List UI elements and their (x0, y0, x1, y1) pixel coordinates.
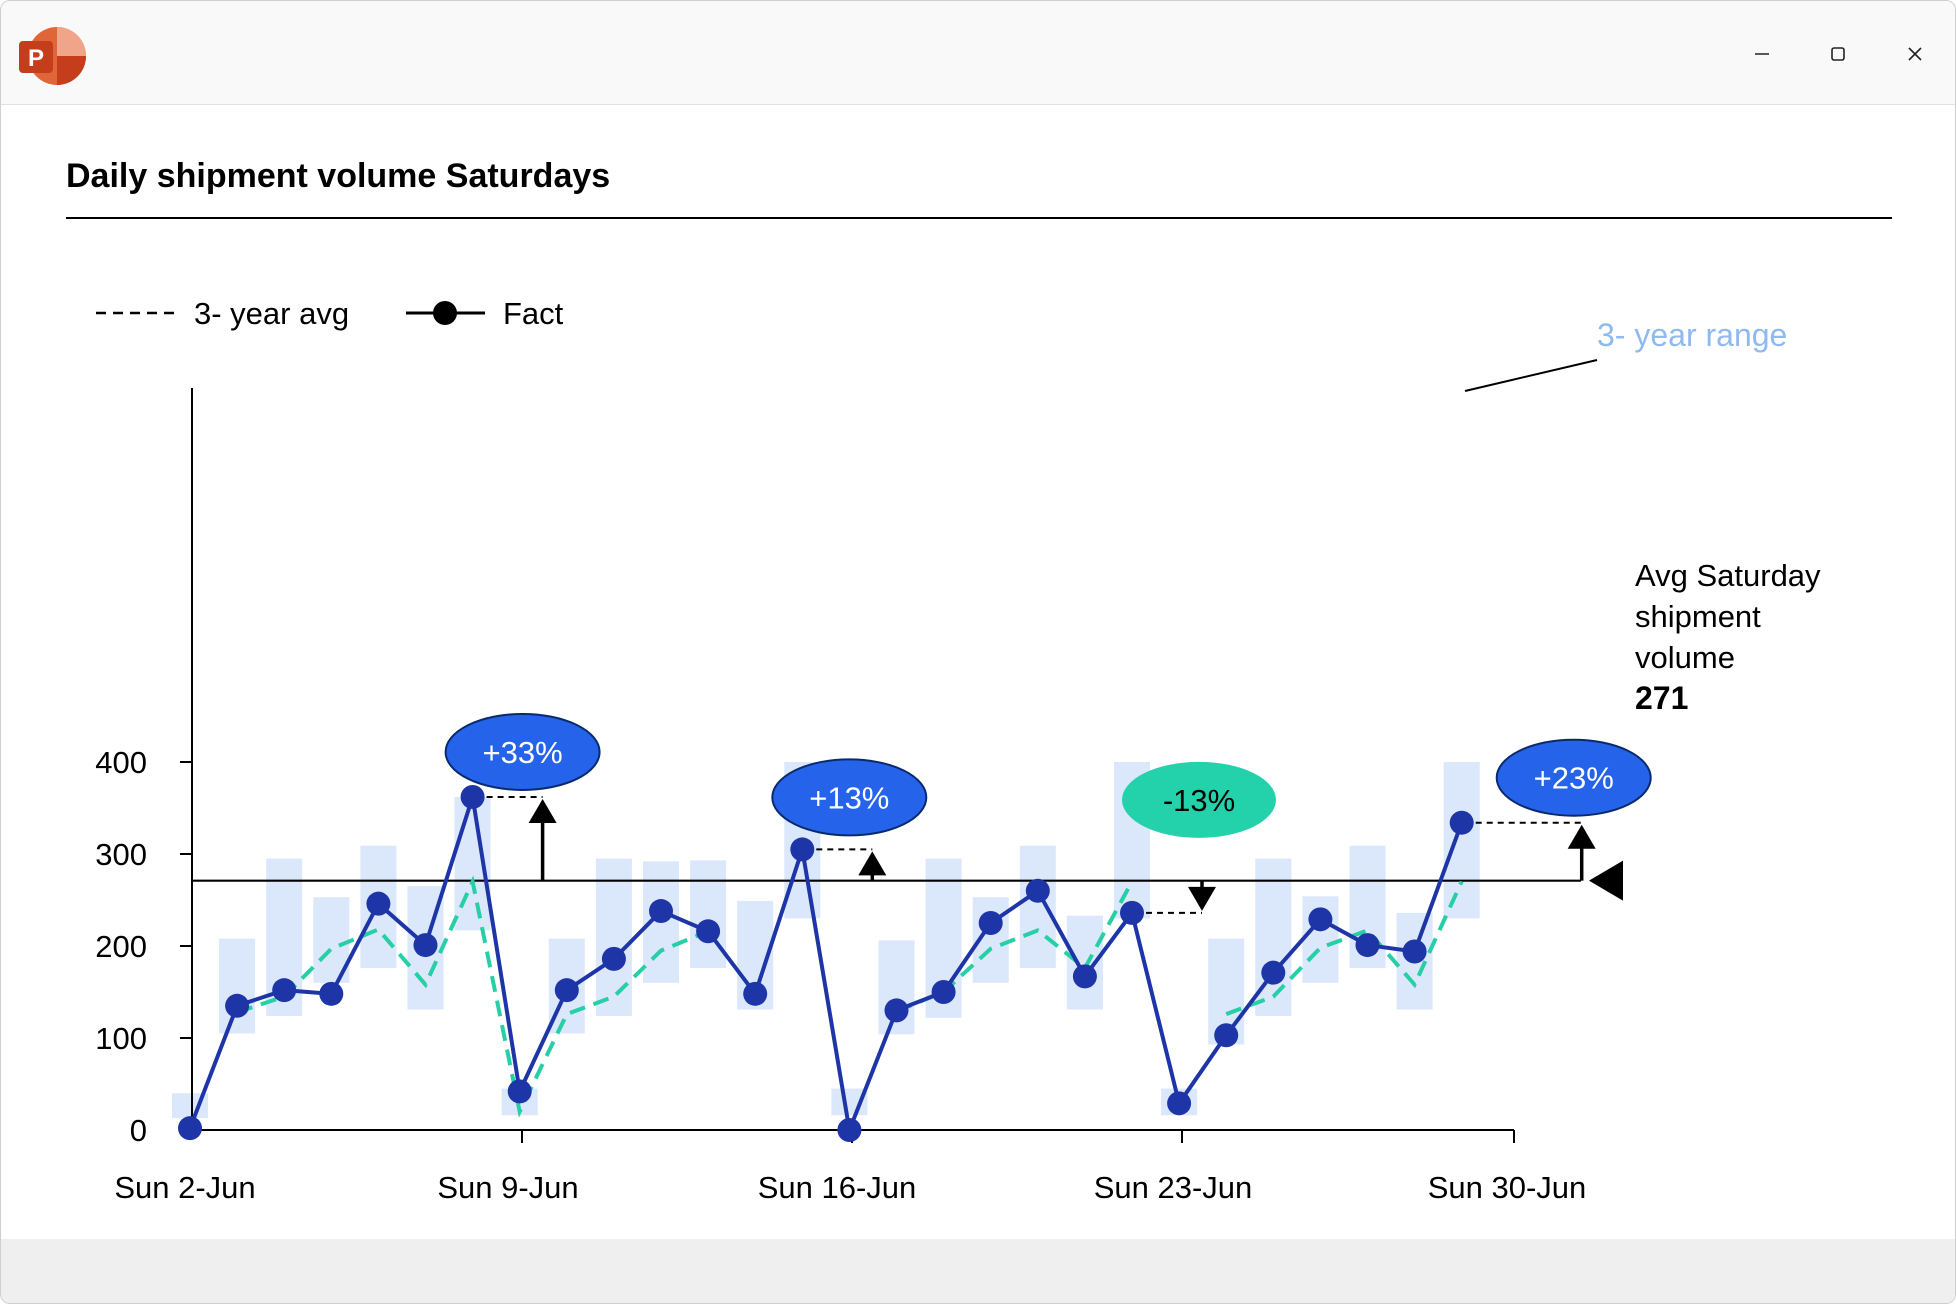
annotation: +33% (444, 712, 601, 881)
annotation-arrowhead (1188, 886, 1216, 911)
fact-points (178, 784, 1474, 1142)
reference-label-line: shipment (1635, 599, 1761, 634)
title-divider (66, 217, 1892, 219)
fact-point (884, 998, 909, 1023)
minimize-button[interactable] (1727, 23, 1797, 85)
svg-text:P: P (28, 45, 44, 72)
legend-avg-label: 3- year avg (194, 296, 349, 331)
fact-point (1308, 907, 1333, 932)
close-icon (1906, 45, 1924, 63)
annotation-bubble (1122, 761, 1276, 838)
range-bar (1443, 762, 1480, 919)
fact-point (413, 933, 438, 958)
annotation-arrowhead (528, 798, 557, 823)
y-tick-label: 200 (95, 929, 147, 964)
y-tick-label: 0 (130, 1113, 147, 1148)
fact-point (790, 837, 815, 862)
annotation: -13% (1122, 761, 1276, 914)
chart-canvas: Avg Saturday shipment volume 271 0 100 200 300 4… (95, 296, 1821, 1205)
fact-point (1261, 960, 1286, 985)
reference-label-line: Avg Saturday (1635, 558, 1821, 593)
range-leader-line (1464, 359, 1598, 392)
fact-point (601, 946, 626, 971)
avg-line (236, 875, 709, 1118)
fact-point (1449, 810, 1474, 835)
x-tick-label: Sun 23-Jun (1094, 1170, 1253, 1205)
minimize-icon (1753, 45, 1771, 63)
fact-point (1214, 1023, 1239, 1048)
fact-point (837, 1118, 862, 1142)
slide-content: Daily shipment volume Saturdays Avg Satu… (1, 105, 1955, 1239)
x-tick-group: Sun 2-Jun Sun 9-Jun Sun 16-Jun Sun 23-Jun Su… (114, 1130, 1586, 1205)
avg-series (236, 875, 1464, 1118)
y-tick-label: 300 (95, 837, 147, 872)
annotation-bubble (1495, 738, 1652, 817)
avg-line (1225, 880, 1464, 1016)
fact-point (1025, 878, 1050, 903)
annotation-arrowhead (1567, 824, 1596, 849)
fact-point (319, 981, 344, 1006)
reference-label-line: volume (1635, 640, 1735, 675)
fact-point (225, 993, 250, 1018)
fact-point (649, 899, 673, 924)
fact-point (1072, 964, 1097, 989)
y-tick-label: 400 (95, 745, 147, 780)
x-tick-label: Sun 9-Jun (437, 1170, 578, 1205)
range-annotation: 3- year range (1464, 317, 1787, 392)
range-bar (1019, 845, 1056, 969)
annotation-label: +33% (483, 735, 563, 770)
avg-line (895, 880, 1134, 1014)
annotation-label: -13% (1163, 783, 1235, 818)
legend-fact-marker (433, 301, 457, 325)
fact-point (696, 919, 721, 944)
maximize-icon (1829, 45, 1847, 63)
fact-point (1167, 1091, 1192, 1116)
y-tick-group: 0 100 200 300 400 (95, 745, 192, 1148)
x-tick-label: Sun 30-Jun (1428, 1170, 1587, 1205)
fact-point (178, 1116, 202, 1141)
fact-point (507, 1079, 532, 1104)
fact-line (188, 794, 1464, 1132)
fact-point (743, 981, 768, 1006)
fact-point (931, 980, 956, 1004)
legend: 3- year avg Fact (96, 296, 564, 331)
title-bar: P (1, 1, 1955, 105)
reference-value: 271 (1635, 680, 1688, 716)
status-bar (1, 1239, 1955, 1303)
range-bar (595, 858, 632, 1016)
fact-point (366, 891, 391, 916)
reference-label: Avg Saturday shipment volume 271 (1635, 558, 1821, 716)
annotation-label: +13% (809, 780, 889, 815)
annotation-bubble (771, 758, 928, 837)
fact-point (978, 911, 1003, 935)
fact-point (1402, 939, 1427, 964)
x-tick-label: Sun 2-Jun (114, 1170, 255, 1205)
fact-point (460, 784, 485, 809)
legend-fact-label: Fact (503, 296, 564, 331)
maximize-button[interactable] (1803, 23, 1873, 85)
fact-point (554, 978, 579, 1003)
reference-pointer-triangle (1589, 860, 1623, 901)
range-label: 3- year range (1597, 317, 1787, 353)
x-tick-label: Sun 16-Jun (758, 1170, 917, 1205)
y-tick-label: 100 (95, 1021, 147, 1056)
fact-point (1120, 900, 1144, 925)
chart-title: Daily shipment volume Saturdays (66, 157, 611, 195)
close-button[interactable] (1880, 23, 1950, 85)
range-bar (690, 860, 727, 969)
annotation-label: +23% (1534, 761, 1614, 796)
annotation-arrowhead (858, 851, 887, 876)
powerpoint-icon: P (19, 27, 87, 89)
range-bar (219, 938, 256, 1034)
fact-point (272, 978, 297, 1003)
annotation-bubble (444, 712, 601, 791)
fact-point (1355, 933, 1380, 958)
annotation: +23% (1475, 738, 1652, 881)
annotation: +13% (771, 758, 928, 881)
